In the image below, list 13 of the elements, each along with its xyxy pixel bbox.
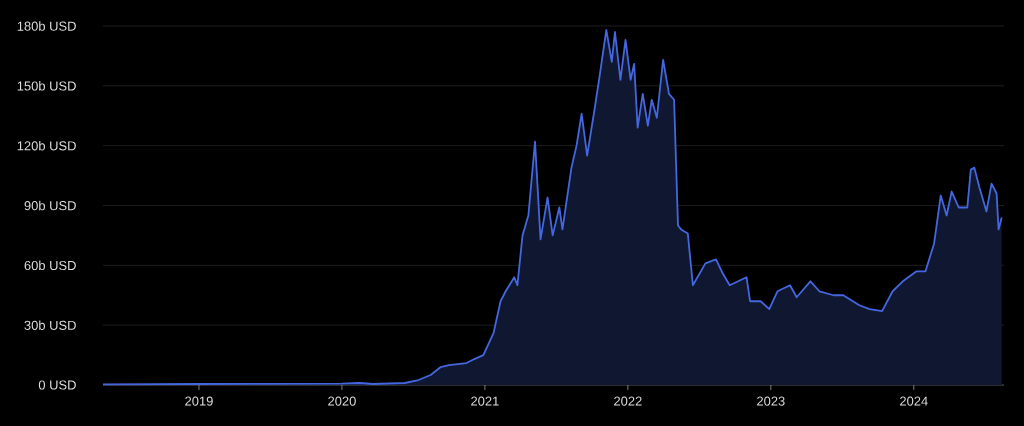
- x-tick-label: 2021: [471, 396, 499, 406]
- x-tick-label: 2024: [900, 396, 928, 406]
- x-tick-label: 2020: [328, 396, 356, 406]
- y-tick-label: 60b USD: [24, 260, 76, 271]
- x-tick-label: 2022: [614, 396, 642, 406]
- y-tick-label: 150b USD: [17, 81, 76, 91]
- y-tick-label: 0 USD: [38, 380, 76, 390]
- y-tick-label: 120b USD: [17, 140, 76, 151]
- y-tick-label: 30b USD: [24, 320, 76, 330]
- y-tick-label: 180b USD: [17, 21, 76, 31]
- x-tick-label: 2019: [185, 396, 213, 406]
- y-tick-label: 90b USD: [24, 200, 76, 211]
- x-tick-label: 2023: [757, 396, 785, 406]
